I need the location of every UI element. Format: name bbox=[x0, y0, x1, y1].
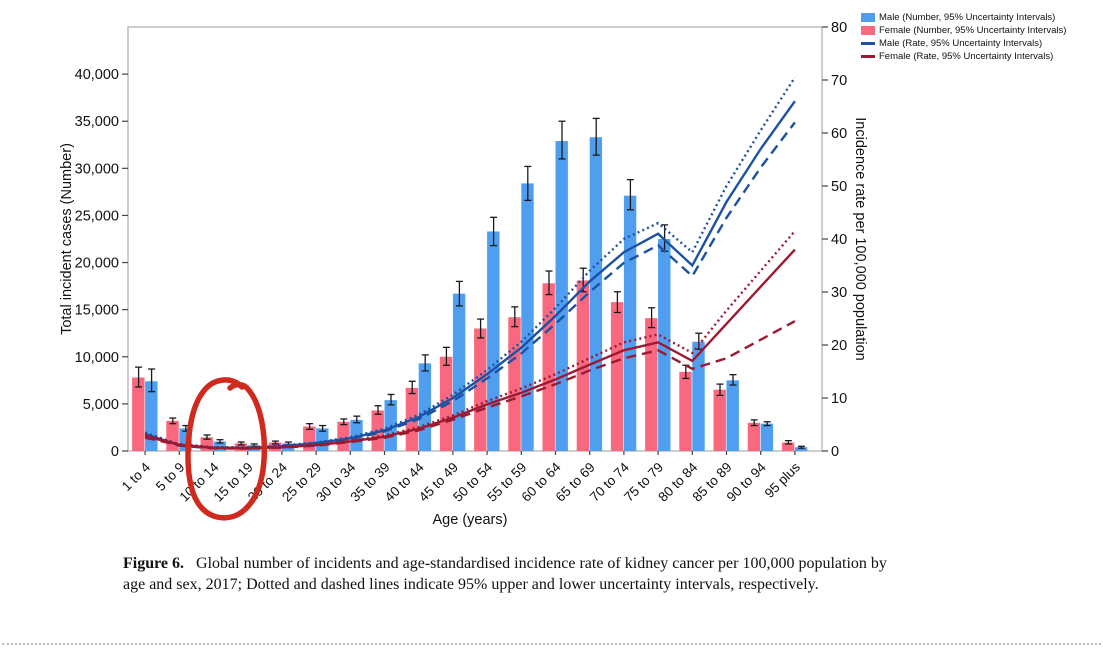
y-tick-label: 0 bbox=[831, 444, 839, 460]
bar bbox=[692, 341, 705, 451]
legend-item-male-rate: Male (Rate, 95% Uncertainty Intervals) bbox=[861, 37, 1066, 49]
section-divider-dotted bbox=[2, 643, 1101, 645]
bar bbox=[508, 317, 521, 451]
y-tick-label: 35,000 bbox=[75, 114, 119, 130]
bar bbox=[576, 280, 590, 451]
bar bbox=[166, 420, 179, 451]
y-tick-label: 10,000 bbox=[75, 350, 119, 366]
legend-label: Male (Rate, 95% Uncertainty Intervals) bbox=[879, 37, 1043, 49]
y-axis-left-title: Total incident cases (Number) bbox=[59, 143, 75, 335]
bars-male bbox=[145, 137, 808, 452]
legend-item-female-number: Female (Number, 95% Uncertainty Interval… bbox=[861, 24, 1066, 36]
y-tick-label: 15,000 bbox=[75, 303, 119, 319]
y-tick-label: 25,000 bbox=[75, 208, 119, 224]
female-bar-swatch bbox=[861, 25, 875, 35]
x-tick-label: 95 plus bbox=[762, 459, 804, 501]
bar bbox=[713, 389, 726, 451]
y-tick-label: 50 bbox=[831, 179, 847, 195]
bar bbox=[418, 363, 432, 451]
y-tick-label: 70 bbox=[831, 73, 847, 89]
error-bars bbox=[135, 117, 805, 449]
bar bbox=[487, 231, 500, 451]
y-axis-right-title: Incidence rate per 100,000 population bbox=[852, 117, 868, 360]
y-tick-label: 80 bbox=[831, 20, 847, 36]
legend-item-female-rate: Female (Rate, 95% Uncertainty Intervals) bbox=[861, 50, 1066, 62]
legend-label: Female (Rate, 95% Uncertainty Intervals) bbox=[879, 50, 1054, 62]
bar bbox=[452, 293, 466, 451]
bar bbox=[679, 371, 692, 451]
male-bar-swatch bbox=[861, 12, 875, 22]
chart-legend: Male (Number, 95% Uncertainty Intervals)… bbox=[861, 11, 1066, 62]
figure-caption: Figure 6. Global number of incidents and… bbox=[123, 553, 889, 595]
y-tick-label: 0 bbox=[111, 444, 119, 460]
bar bbox=[145, 381, 158, 451]
y-tick-label: 30 bbox=[831, 285, 847, 301]
bar bbox=[589, 137, 603, 452]
y-tick-label: 60 bbox=[831, 126, 847, 142]
y-tick-label: 30,000 bbox=[75, 161, 119, 177]
bar bbox=[337, 421, 350, 451]
rate-line bbox=[144, 121, 796, 450]
bar bbox=[747, 422, 761, 451]
x-tick-label: 1 to 4 bbox=[119, 459, 154, 494]
female-line-swatch bbox=[861, 54, 875, 58]
bar bbox=[521, 183, 534, 452]
hand-drawn-red-circle-annotation bbox=[185, 377, 268, 521]
rate-lines bbox=[144, 76, 796, 450]
y-tick-label: 40,000 bbox=[75, 67, 119, 83]
bar bbox=[760, 423, 774, 451]
figure-caption-text: Global number of incidents and age-stand… bbox=[123, 555, 887, 594]
bar bbox=[623, 195, 637, 451]
male-line-swatch bbox=[861, 41, 875, 45]
rate-line bbox=[144, 230, 796, 450]
bar bbox=[213, 441, 226, 451]
bars bbox=[132, 137, 808, 452]
bar bbox=[645, 318, 658, 451]
y-tick-label: 10 bbox=[831, 391, 847, 407]
rate-line bbox=[144, 320, 796, 450]
bar bbox=[542, 283, 555, 451]
bar bbox=[794, 447, 808, 451]
y-tick-label: 5,000 bbox=[83, 397, 119, 413]
bar bbox=[555, 141, 568, 451]
x-axis-title: Age (years) bbox=[433, 512, 508, 528]
figure-caption-label: Figure 6. bbox=[123, 555, 185, 572]
bar bbox=[781, 442, 795, 451]
y-axis-right: 0 10 20 30 40 50 60 70 80 bbox=[822, 20, 847, 460]
x-tick-label: 90 to 94 bbox=[724, 459, 769, 504]
bar bbox=[132, 377, 145, 451]
y-tick-label: 40 bbox=[831, 232, 847, 248]
legend-label: Female (Number, 95% Uncertainty Interval… bbox=[879, 24, 1067, 36]
bar bbox=[726, 380, 739, 451]
legend-label: Male (Number, 95% Uncertainty Intervals) bbox=[879, 11, 1056, 23]
y-tick-label: 20,000 bbox=[75, 256, 119, 272]
bar bbox=[610, 302, 624, 451]
y-tick-label: 20 bbox=[831, 338, 847, 354]
y-axis-left: 0 5,000 10,000 15,000 20,000 25,000 30,000 35,0… bbox=[75, 67, 128, 460]
kidney-cancer-incidence-chart: 0 5,000 10,000 15,000 20,000 25,000 30,000 35,0… bbox=[59, 20, 868, 528]
legend-item-male-number: Male (Number, 95% Uncertainty Intervals) bbox=[861, 11, 1066, 23]
bar bbox=[474, 328, 487, 451]
